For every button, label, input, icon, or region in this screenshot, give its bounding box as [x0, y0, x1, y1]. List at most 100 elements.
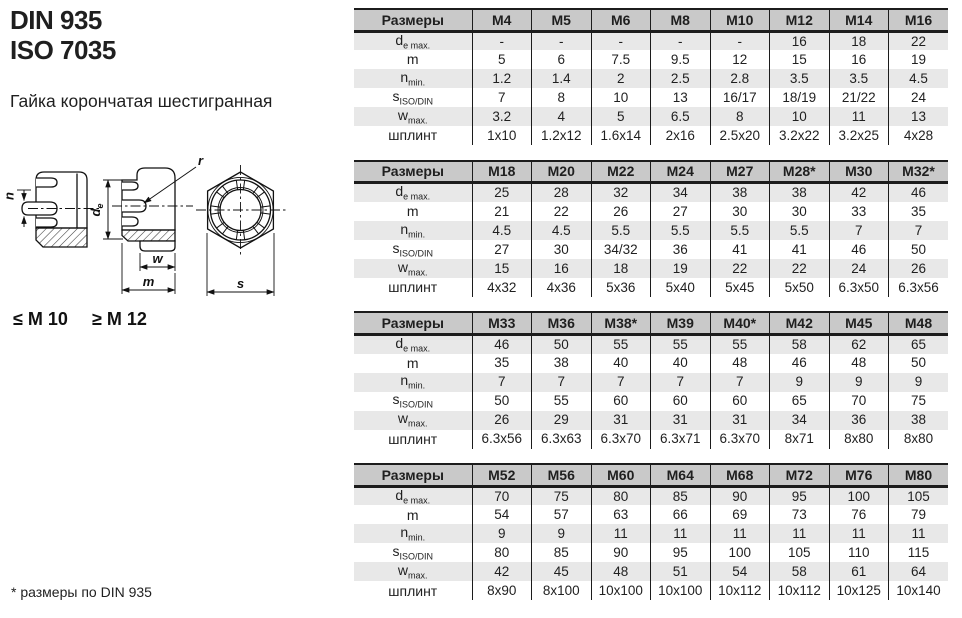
value-cell: 24	[888, 88, 948, 108]
technical-drawing: n de r w m s ≤ M 10 ≥ M 12	[2, 153, 286, 329]
value-cell: 22	[531, 201, 591, 221]
value-cell: 9	[888, 372, 948, 392]
value-cell: 7.5	[590, 50, 651, 70]
value-cell: 38	[769, 182, 829, 202]
row-label-cell: sISO/DIN	[392, 87, 433, 107]
value-cell: 2.5	[650, 69, 710, 89]
value-cell: 79	[888, 505, 948, 525]
value-cell: 3.2x22	[769, 126, 829, 146]
table-header-row: Размеры M4 M5 M6 M8 M10 M12 M14 M16	[354, 9, 948, 31]
value-cell: 85	[650, 486, 710, 506]
row-label-cell: wmax.	[397, 258, 428, 278]
table-row: m 54 57 63 66 69 73 76 79	[354, 505, 948, 525]
value-cell: 54	[471, 505, 532, 525]
value-cell: 40	[590, 353, 651, 373]
value-cell: 1.4	[531, 69, 591, 89]
value-cell: 41	[769, 239, 829, 259]
value-cell: 1x10	[471, 126, 532, 146]
value-cell: 26	[471, 410, 532, 430]
column-header-cell: M27	[709, 160, 770, 183]
value-cell: -	[590, 31, 651, 51]
value-cell: 11	[769, 524, 829, 544]
footnote: * размеры по DIN 935	[11, 584, 152, 600]
value-cell: 105	[888, 486, 948, 506]
value-cell: 3.2	[471, 107, 532, 127]
value-cell: 8x71	[769, 429, 829, 449]
value-cell: 5.5	[769, 220, 829, 240]
value-cell: -	[471, 31, 532, 51]
column-header-cell: M72	[769, 464, 829, 487]
value-cell: 11	[590, 524, 651, 544]
column-header-cell: M32*	[888, 160, 948, 183]
value-cell: 16/17	[709, 88, 770, 108]
value-cell: 6.3x56	[888, 277, 948, 297]
value-cell: 27	[650, 201, 710, 221]
value-cell: 110	[828, 543, 889, 563]
value-cell: 38	[531, 353, 591, 373]
value-cell: 62	[828, 334, 889, 354]
value-cell: 75	[888, 391, 948, 411]
column-header-cell: M60	[590, 464, 651, 487]
value-cell: 11	[709, 524, 770, 544]
value-cell: 24	[828, 258, 889, 278]
value-cell: 50	[888, 239, 948, 259]
value-cell: 22	[709, 258, 770, 278]
column-header-cell: M68	[709, 464, 770, 487]
row-label-cell: sISO/DIN	[392, 239, 433, 259]
value-cell: 5x50	[769, 277, 829, 297]
value-cell: 19	[888, 50, 948, 70]
value-cell: 73	[769, 505, 829, 525]
column-header-cell: M14	[828, 9, 889, 31]
dimension-table-m52-m80: Размеры M52 M56 M60 M64 M68 M72 M76 M80 de max. 70…	[354, 463, 948, 601]
value-cell: 21/22	[828, 88, 889, 108]
value-cell: 11	[650, 524, 710, 544]
value-cell: 80	[590, 486, 651, 506]
sizes-header-cell: Размеры	[354, 312, 472, 335]
sizes-header-cell: Размеры	[354, 160, 472, 183]
value-cell: 4.5	[888, 69, 948, 89]
value-cell: 46	[828, 239, 889, 259]
value-cell: 5.5	[590, 220, 651, 240]
value-cell: 10x112	[709, 581, 770, 601]
table-row: de max. 70 75 80 85 90 95 100 105	[354, 486, 948, 506]
value-cell: 15	[769, 50, 829, 70]
table-row: wmax. 15 16 18 19 22 22 24 26	[354, 258, 948, 278]
value-cell: 4.5	[471, 220, 532, 240]
value-cell: 60	[709, 391, 770, 411]
column-header-cell: M30	[828, 160, 889, 183]
value-cell: 16	[531, 258, 591, 278]
value-cell: 16	[828, 50, 889, 70]
value-cell: 16	[769, 31, 829, 51]
value-cell: 70	[471, 486, 532, 506]
value-cell: 8x100	[531, 581, 591, 601]
value-cell: 69	[709, 505, 770, 525]
standard-title-iso: ISO 7035	[10, 35, 116, 65]
value-cell: 55	[709, 334, 770, 354]
value-cell: 4.5	[531, 220, 591, 240]
value-cell: 8x90	[471, 581, 532, 601]
dim-n-label: n	[2, 192, 17, 200]
dim-s-label: s	[237, 276, 244, 291]
value-cell: 2x16	[650, 126, 710, 146]
row-label-cell: sISO/DIN	[392, 542, 433, 562]
value-cell: 60	[650, 391, 710, 411]
column-header-cell: M5	[531, 9, 591, 31]
row-label-cell: wmax.	[397, 561, 428, 581]
value-cell: 7	[471, 372, 532, 392]
value-cell: 7	[531, 372, 591, 392]
value-cell: 1.2x12	[531, 126, 591, 146]
value-cell: 11	[828, 107, 889, 127]
sizes-header-cell: Размеры	[354, 9, 472, 31]
value-cell: 32	[590, 182, 651, 202]
row-label-cell: шплинт	[388, 279, 438, 296]
row-label-cell: шплинт	[388, 127, 438, 144]
value-cell: 30	[709, 201, 770, 221]
table-row: de max. - - - - -16 18 22	[354, 31, 948, 51]
value-cell: 7	[471, 88, 532, 108]
value-cell: 11	[888, 524, 948, 544]
value-cell: 6.3x50	[828, 277, 889, 297]
value-cell: 6.3x63	[531, 429, 591, 449]
value-cell: 9	[531, 524, 591, 544]
table-row: de max. 25 28 32 34 38 38 42 46	[354, 182, 948, 202]
column-header-cell: M39	[650, 312, 710, 335]
